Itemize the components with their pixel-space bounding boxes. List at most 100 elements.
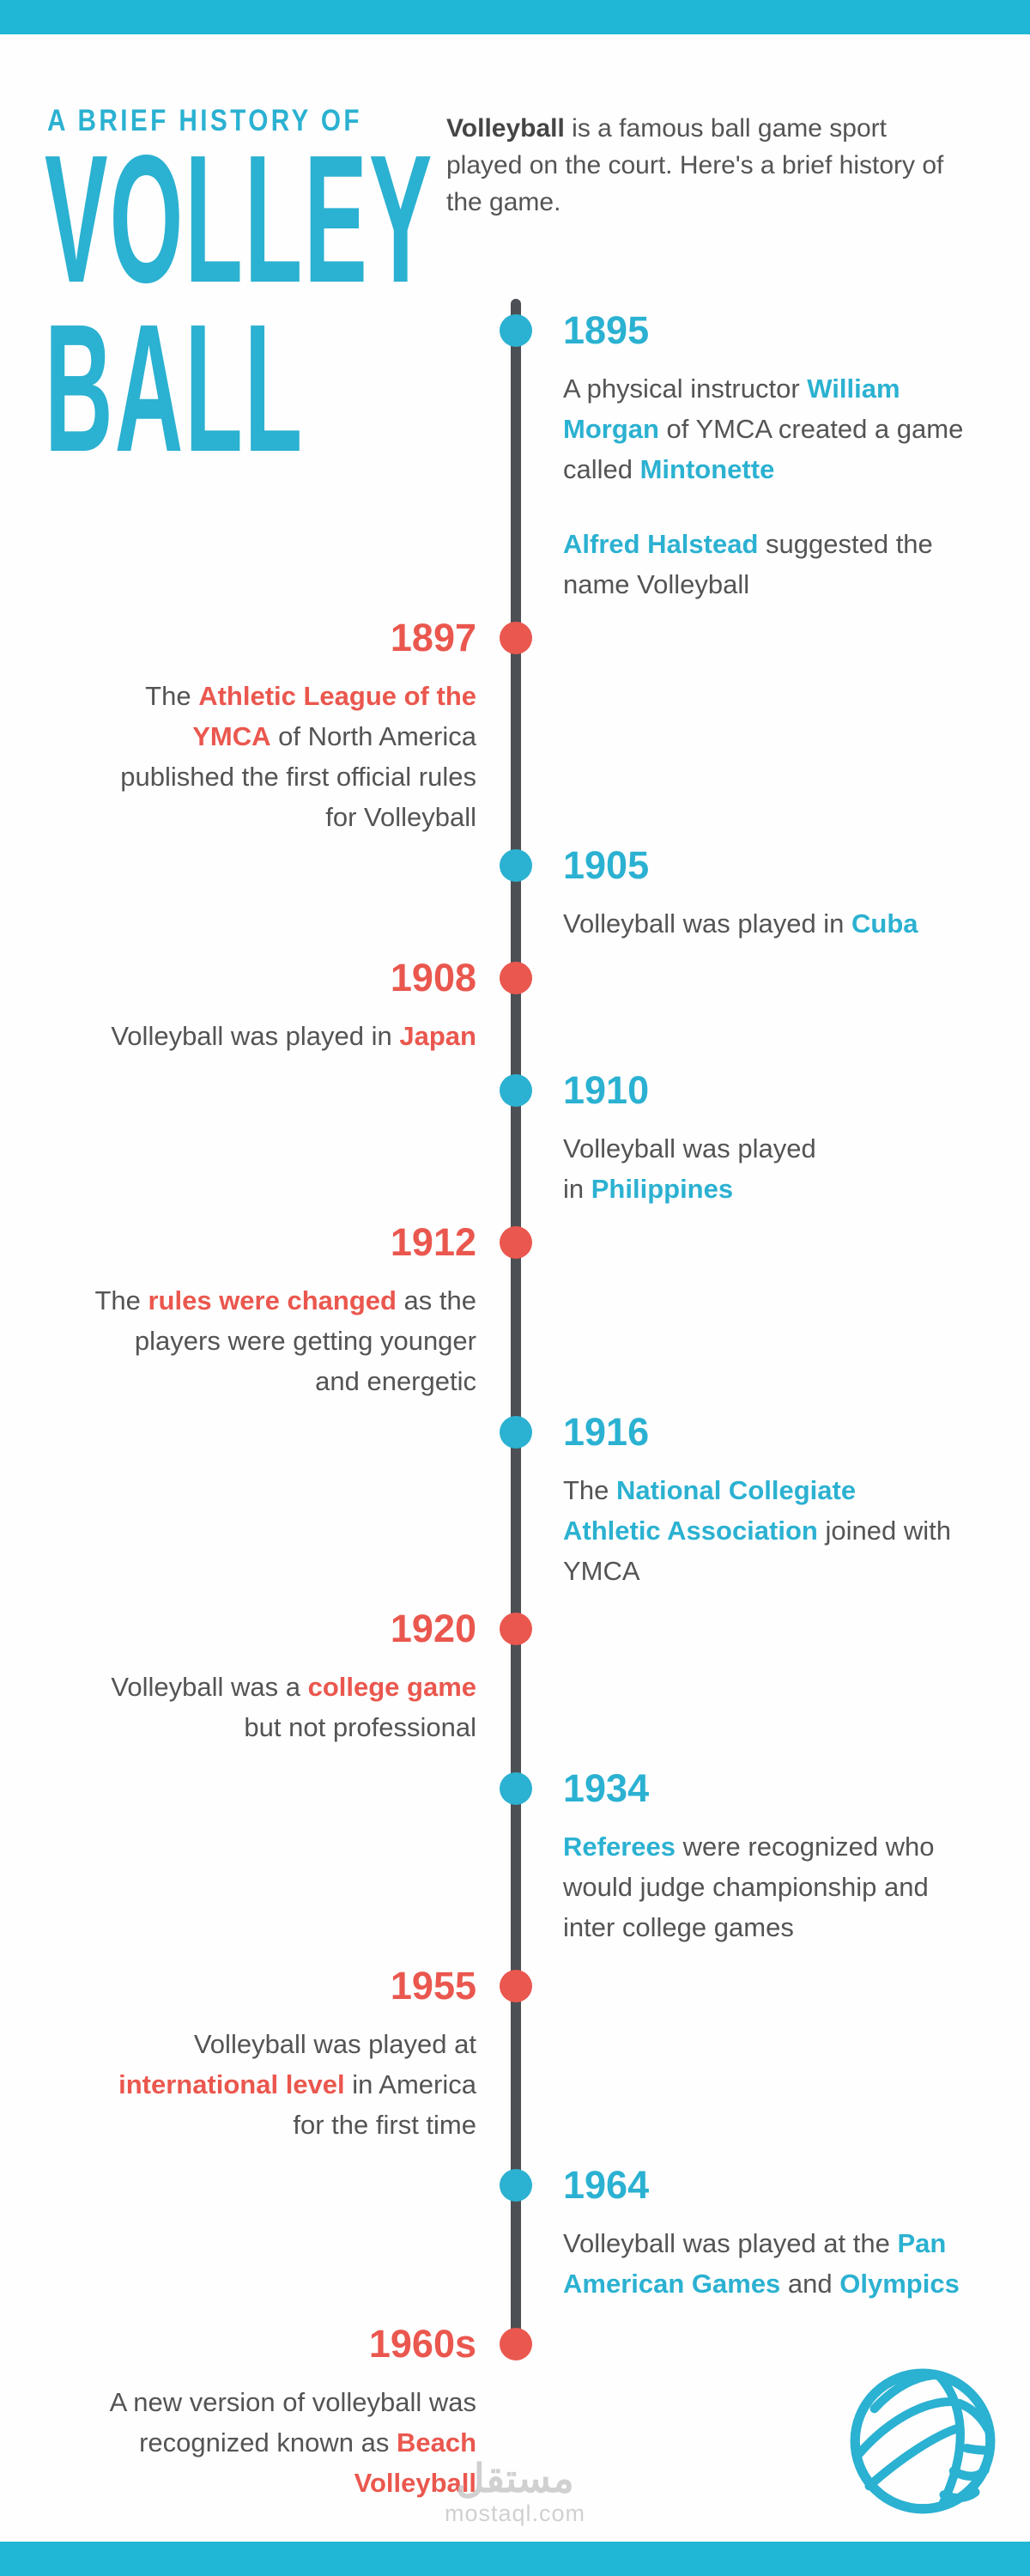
timeline-dot-1908 [500, 962, 532, 994]
entry-text-1934: Referees were recognized who would judge … [563, 1826, 935, 1947]
intro-line: the game. [446, 184, 943, 221]
entry-text-1960s: A new version of volleyball was recognize… [110, 2382, 476, 2503]
watermark-arabic: مستقل [456, 2456, 574, 2500]
text-line: players were getting younger [94, 1321, 476, 1361]
text-line: The Athletic League of the [120, 676, 476, 716]
highlighted-text: international level [118, 2069, 345, 2099]
text-line: Referees were recognized who [563, 1826, 935, 1867]
entry-year-1895: 1895 [563, 308, 650, 352]
entry-year-1905: 1905 [563, 843, 650, 887]
entry-year-1955: 1955 [390, 1964, 476, 2008]
entry-year-1960s: 1960s [368, 2322, 476, 2366]
entry-text-1955: Volleyball was played at international le… [118, 2024, 476, 2145]
highlighted-text: YMCA [192, 721, 271, 751]
plain-text: Volleyball was played in [563, 908, 852, 939]
highlighted-text: Japan [399, 1021, 476, 1051]
plain-text: called [563, 454, 640, 484]
entry-text-1897: The Athletic League of the YMCA of North … [120, 676, 476, 837]
paragraph-gap [563, 489, 963, 524]
entry-year-1908: 1908 [390, 956, 476, 999]
plain-text: A physical instructor [563, 374, 808, 404]
timeline-dot-1955 [500, 1970, 532, 2002]
text-line: Volleyball was a college game [111, 1667, 476, 1707]
plain-text: for the first time [293, 2110, 476, 2140]
highlighted-text: William [807, 374, 900, 404]
plain-text: Volleyball was played [563, 1133, 816, 1163]
text-line: Volleyball was played in Cuba [563, 903, 918, 944]
watermark-domain: mostaql.com [444, 2500, 586, 2526]
text-line: Athletic Association joined with [563, 1510, 951, 1551]
text-line: YMCA [563, 1551, 951, 1591]
entry-year-1964: 1964 [563, 2163, 650, 2207]
text-line: called Mintonette [563, 449, 963, 489]
intro-line: Volleyball is a famous ball game sport [446, 110, 943, 147]
text-line: and energetic [94, 1361, 476, 1401]
plain-text: Volleyball was played at [193, 2029, 476, 2059]
plain-text: The [145, 681, 199, 711]
text-line: YMCA of North America [120, 716, 476, 756]
highlighted-text: American Games [563, 2269, 781, 2299]
highlighted-text: Pan [897, 2228, 947, 2258]
text-line: Morgan of YMCA created a game [563, 409, 963, 449]
text-line: Volleyball was played at [118, 2024, 476, 2064]
highlighted-text: rules were changed [148, 1285, 397, 1315]
plain-text: in America [344, 2069, 476, 2099]
entry-year-1910: 1910 [563, 1068, 650, 1112]
timeline-dot-1934 [500, 1772, 532, 1805]
plain-text: name Volleyball [563, 569, 750, 599]
intro-line: played on the court. Here's a brief hist… [446, 147, 943, 184]
entry-year-1934: 1934 [563, 1766, 650, 1810]
plain-text: for Volleyball [325, 802, 476, 832]
entry-text-1964: Volleyball was played at the Pan American… [563, 2223, 960, 2304]
bottom-accent-bar [0, 2542, 1030, 2576]
entry-year-1897: 1897 [390, 616, 476, 659]
text-line: Volleyball was played at the Pan [563, 2223, 960, 2263]
highlighted-text: Volleyball [354, 2468, 476, 2498]
text-line: in Philippines [563, 1169, 816, 1209]
highlighted-text: Beach [396, 2427, 476, 2458]
entry-year-1916: 1916 [563, 1410, 650, 1454]
timeline-dot-1920 [500, 1613, 532, 1645]
timeline-dot-1960s [500, 2328, 532, 2360]
plain-text: The [94, 1285, 148, 1315]
text-line: American Games and Olympics [563, 2263, 960, 2304]
entry-year-1920: 1920 [390, 1607, 476, 1650]
plain-text: joined with [817, 1516, 951, 1546]
plain-text: and energetic [315, 1366, 476, 1396]
text-line: name Volleyball [563, 564, 963, 605]
text-line: Volleyball was played in Japan [111, 1016, 476, 1056]
plain-text: The [563, 1475, 617, 1505]
plain-text: published the first official rules [120, 762, 476, 792]
text-line: would judge championship and [563, 1867, 935, 1907]
plain-text: Volleyball was played at the [563, 2228, 898, 2258]
intro-plain-text: is a famous ball game sport [564, 114, 888, 143]
entry-text-1910: Volleyball was played in Philippines [563, 1128, 816, 1209]
entry-year-1912: 1912 [390, 1220, 476, 1264]
plain-text: A new version of volleyball was [109, 2387, 476, 2417]
text-line: for the first time [118, 2105, 476, 2145]
plain-text: recognized known as [139, 2427, 397, 2458]
intro-bold-text: Volleyball [446, 114, 565, 143]
plain-text: as the [396, 1285, 476, 1315]
plain-text: but not professional [244, 1712, 476, 1742]
plain-text: YMCA [563, 1556, 640, 1586]
plain-text: players were getting younger [134, 1326, 476, 1356]
entry-text-1895: A physical instructor William Morgan of Y… [563, 368, 963, 605]
timeline-dot-1905 [500, 849, 532, 882]
page-title-line2: BALL [45, 286, 305, 489]
plain-text: were recognized who [675, 1832, 935, 1862]
watermark: مستقل mostaql.com [410, 2458, 620, 2526]
highlighted-text: Cuba [851, 908, 918, 939]
text-line: inter college games [563, 1907, 935, 1947]
page-title-line1: VOLLEY [45, 117, 434, 320]
timeline-dot-1916 [500, 1416, 532, 1449]
timeline-dot-1964 [500, 2169, 532, 2202]
intro-plain-text: the game. [446, 188, 561, 216]
plain-text: inter college games [563, 1912, 794, 1942]
plain-text: Volleyball was a [111, 1672, 308, 1702]
text-line: published the first official rules [120, 756, 476, 797]
highlighted-text: Philippines [591, 1174, 734, 1204]
plain-text: Volleyball was played in [111, 1021, 400, 1051]
text-line: The rules were changed as the [94, 1280, 476, 1321]
